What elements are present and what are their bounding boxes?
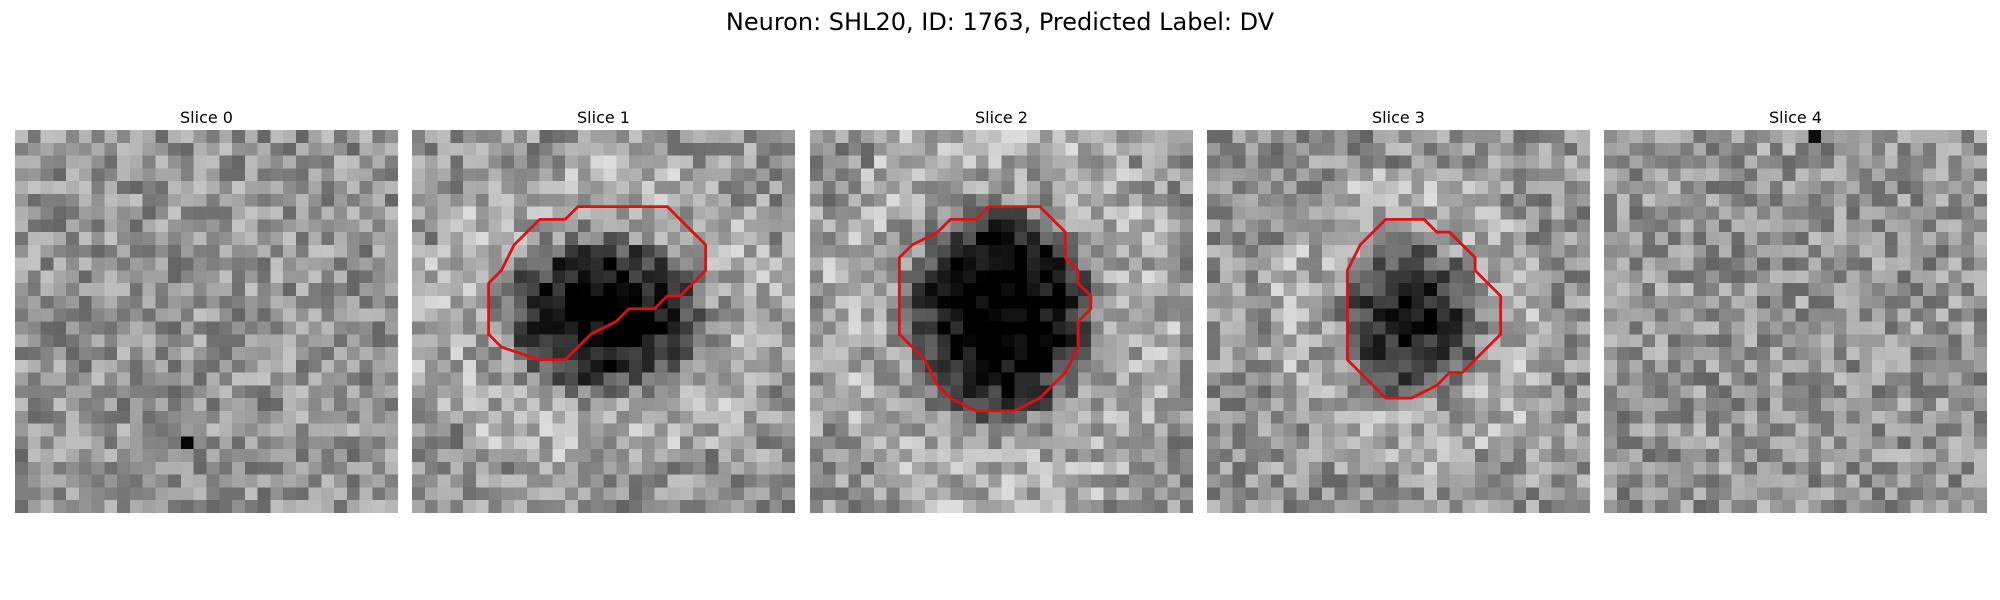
- slice-title: Slice 3: [1372, 108, 1425, 127]
- slice-panel-0: Slice 0: [15, 108, 398, 513]
- slice-title: Slice 1: [577, 108, 630, 127]
- slice-image: [412, 130, 795, 513]
- slice-image: [1604, 130, 1987, 513]
- slice-panel-1: Slice 1: [412, 108, 795, 513]
- slice-image: [1207, 130, 1590, 513]
- slice-title: Slice 0: [180, 108, 233, 127]
- slice-panel-3: Slice 3: [1207, 108, 1590, 513]
- slice-panel-4: Slice 4: [1604, 108, 1987, 513]
- slice-title: Slice 2: [975, 108, 1028, 127]
- slice-image: [810, 130, 1193, 513]
- slice-title: Slice 4: [1769, 108, 1822, 127]
- roi-contour: [487, 205, 708, 362]
- slice-panel-2: Slice 2: [810, 108, 1193, 513]
- roi-contour: [897, 205, 1093, 413]
- slice-image: [15, 130, 398, 513]
- figure-title: Neuron: SHL20, ID: 1763, Predicted Label…: [725, 8, 1275, 36]
- roi-contour: [1346, 217, 1503, 400]
